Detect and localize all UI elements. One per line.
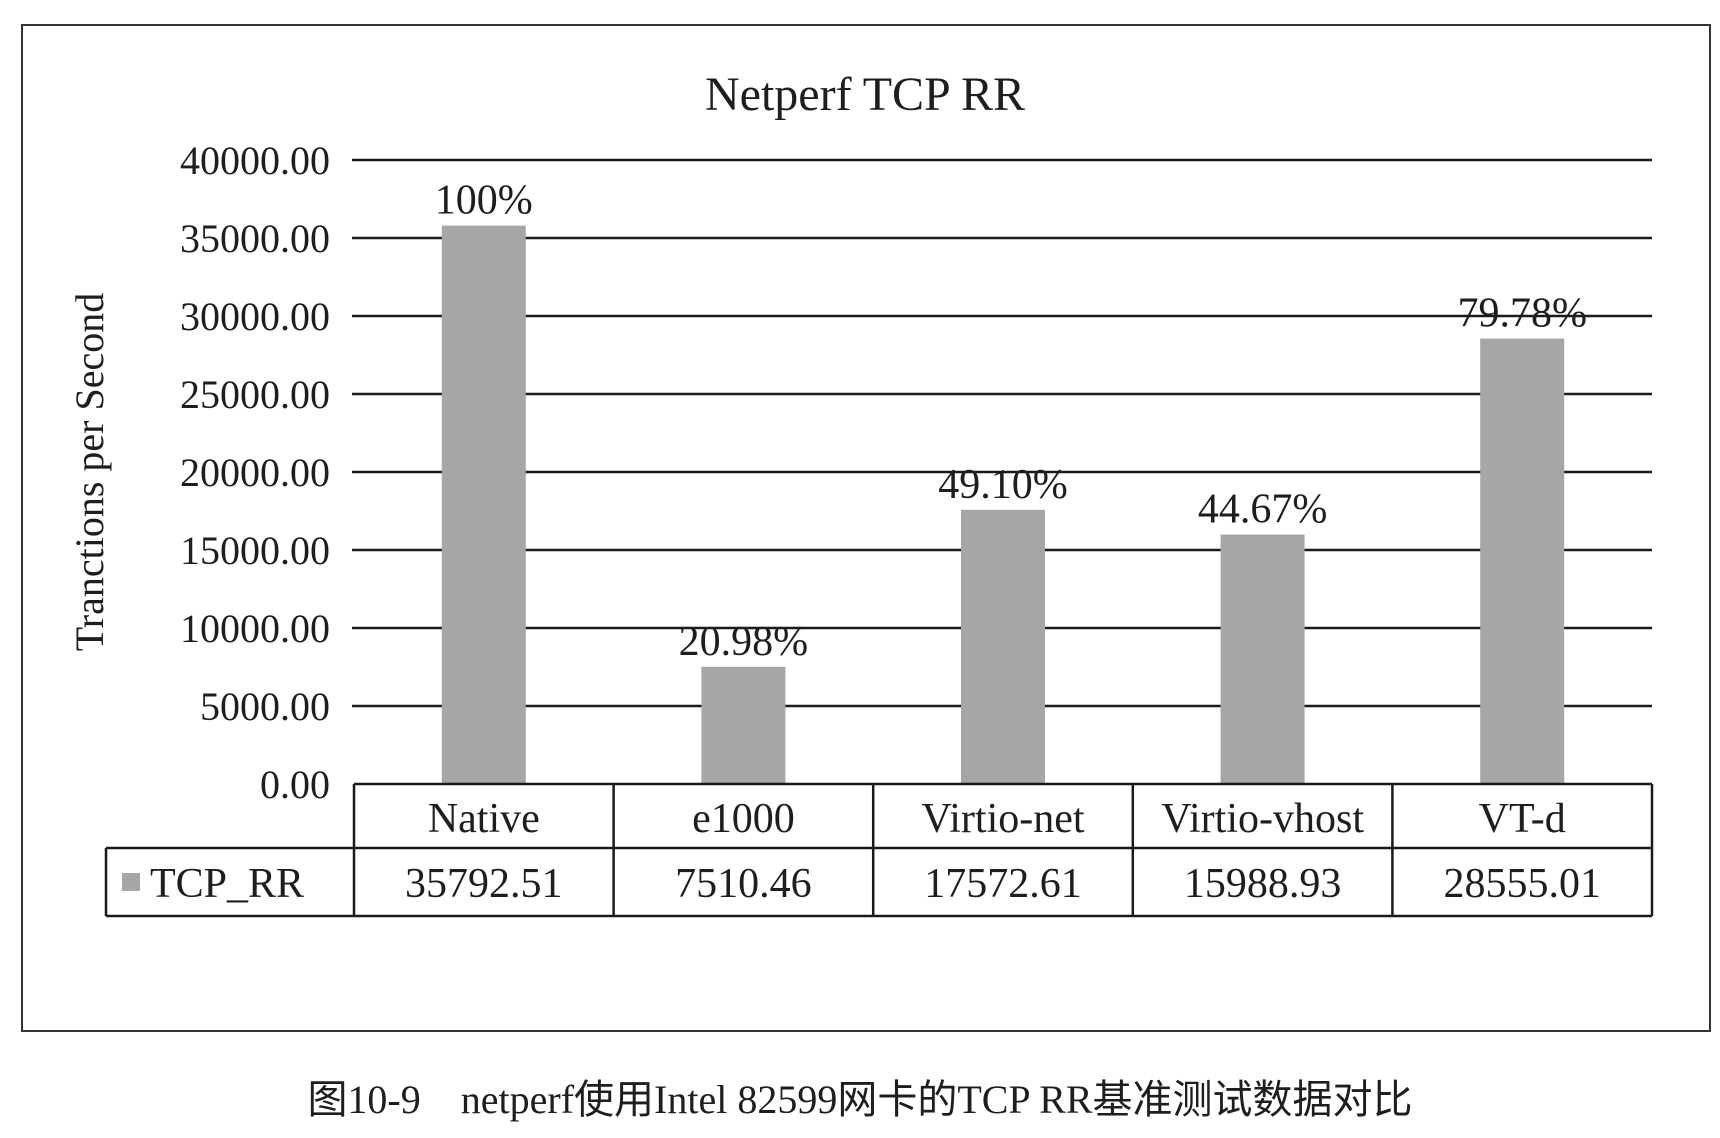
table-value: 28555.01 [1443, 861, 1601, 907]
data-label: 49.10% [938, 462, 1068, 508]
legend-swatch [122, 873, 140, 891]
data-table: Native e1000 Virtio-net Virtio-vhost VT-d TCP… [104, 782, 1654, 918]
table-value: 35792.51 [405, 861, 563, 907]
x-category-label: Virtio-vhost [1161, 796, 1364, 842]
table-value: 15988.93 [1184, 861, 1342, 907]
x-category-label: e1000 [692, 796, 795, 842]
y-tick-label: 20000.00 [180, 450, 330, 495]
bar [1480, 338, 1565, 784]
chart-frame: Netperf TCP RR Tranctions per Second 0.0… [21, 24, 1711, 1032]
y-tick-label: 10000.00 [180, 606, 330, 651]
y-tick-label: 40000.00 [180, 138, 330, 183]
y-tick-label: 35000.00 [180, 216, 330, 261]
bar [701, 666, 786, 784]
y-tick-label: 0.00 [260, 762, 330, 807]
y-tick-label: 15000.00 [180, 528, 330, 573]
bar [441, 225, 526, 784]
data-label: 44.67% [1198, 487, 1328, 533]
table-value: 17572.61 [924, 861, 1082, 907]
figure-caption: 图10-9 netperf使用Intel 82599网卡的TCP RR基准测试数… [307, 1077, 1413, 1122]
x-category-label: VT-d [1479, 796, 1566, 842]
bar-chart: Netperf TCP RR Tranctions per Second 0.0… [67, 68, 1654, 918]
bar [1220, 534, 1305, 784]
data-label: 20.98% [679, 619, 809, 665]
legend-series-name: TCP_RR [150, 861, 304, 907]
bars [441, 225, 1565, 784]
y-tick-label: 30000.00 [180, 294, 330, 339]
bar [961, 509, 1045, 784]
x-category-label: Virtio-net [921, 796, 1084, 842]
x-category-label: Native [428, 796, 540, 842]
data-label: 79.78% [1457, 291, 1587, 337]
y-tick-label: 25000.00 [180, 372, 330, 417]
table-value: 7510.46 [675, 861, 812, 907]
y-axis-title: Tranctions per Second [67, 293, 112, 651]
y-axis-tick-labels: 0.00 5000.00 10000.00 15000.00 20000.00 25000… [180, 138, 330, 807]
data-labels: 100% 20.98% 49.10% 44.67% 79.78% [435, 178, 1587, 665]
data-label: 100% [435, 178, 533, 224]
chart-title: Netperf TCP RR [705, 68, 1025, 121]
y-tick-label: 5000.00 [200, 684, 330, 729]
